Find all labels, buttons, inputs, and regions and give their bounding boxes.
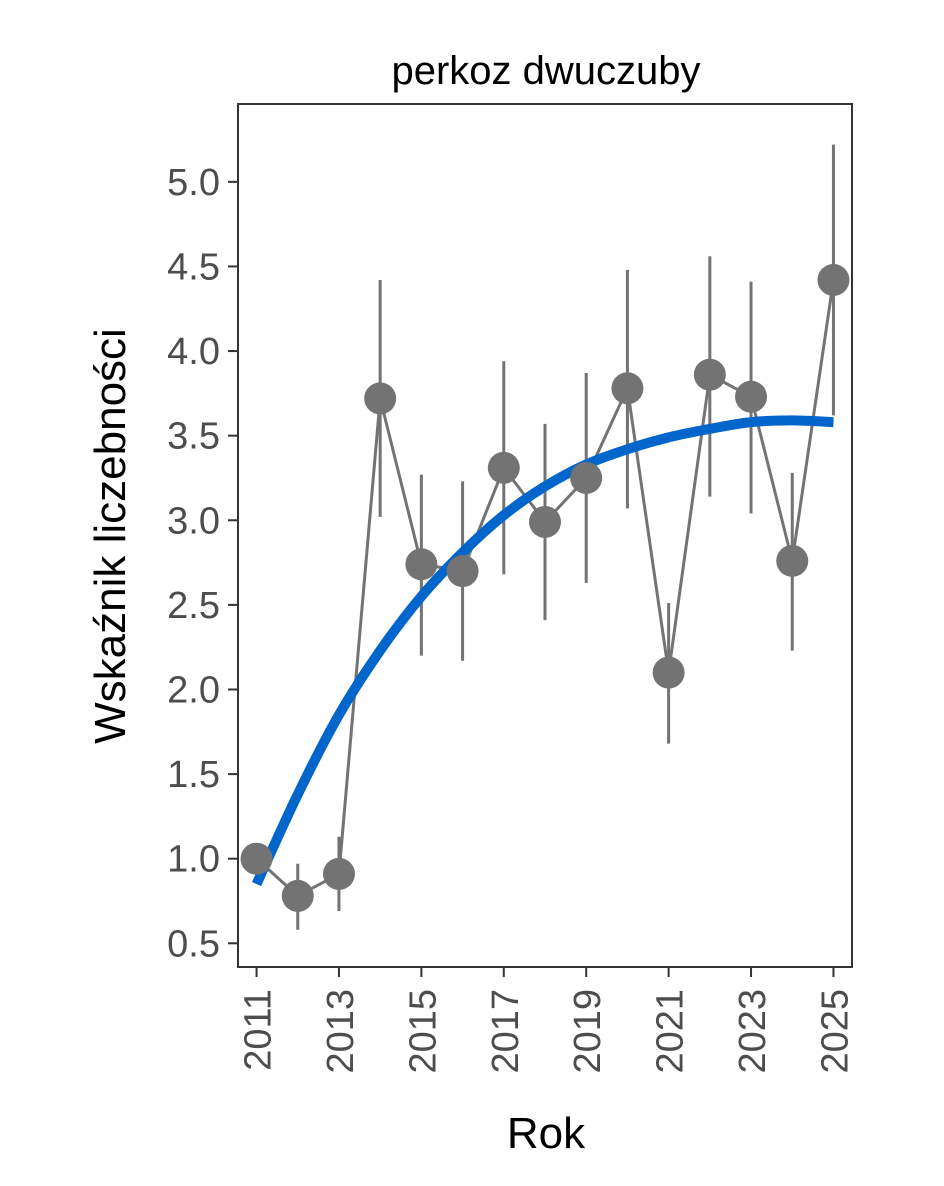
x-tick-label: 2013 [320, 989, 362, 1074]
x-tick-label: 2017 [485, 989, 527, 1074]
data-point [693, 358, 726, 391]
x-tick-label: 2025 [814, 989, 856, 1074]
y-tick-label: 5.0 [167, 162, 220, 204]
y-tick-label: 1.5 [167, 754, 220, 796]
y-tick-label: 4.5 [167, 246, 220, 288]
data-point [322, 857, 355, 890]
data-point [817, 263, 850, 296]
data-point [240, 842, 273, 875]
y-tick-label: 3.5 [167, 416, 220, 458]
y-tick-label: 1.0 [167, 839, 220, 881]
data-point [570, 461, 603, 494]
data-point [611, 372, 644, 405]
data-point [281, 879, 314, 912]
x-tick-label: 2015 [402, 989, 444, 1074]
chart-title: perkoz dwuczuby [391, 49, 700, 93]
data-point [364, 382, 397, 415]
y-tick-label: 2.5 [167, 585, 220, 627]
data-point [529, 505, 561, 538]
trend-line [252, 415, 834, 887]
x-tick-label: 2011 [238, 989, 280, 1071]
y-tick-label: 0.5 [167, 923, 220, 965]
x-tick-label: 2023 [732, 989, 774, 1074]
y-axis-title: Wskaźnik liczebności [86, 328, 135, 744]
plot-panel-border [237, 103, 853, 968]
data-point [652, 656, 685, 689]
y-tick-label: 4.0 [167, 331, 220, 373]
x-tick-label: 2019 [567, 989, 609, 1074]
x-axis-title: Rok [507, 1109, 586, 1158]
y-tick-label: 3.0 [167, 500, 220, 542]
data-point [446, 555, 479, 588]
y-tick-label: 2.0 [167, 669, 220, 711]
x-tick-label: 2021 [650, 989, 692, 1074]
data-point [735, 380, 768, 413]
data-point [487, 451, 520, 484]
plot-area: 0.5 1.0 1.5 2.0 2.5 3.0 3.5 4.0 4.5 5.0 2011 2013 20… [167, 103, 856, 1074]
data-point [776, 544, 809, 577]
data-point [405, 548, 438, 581]
